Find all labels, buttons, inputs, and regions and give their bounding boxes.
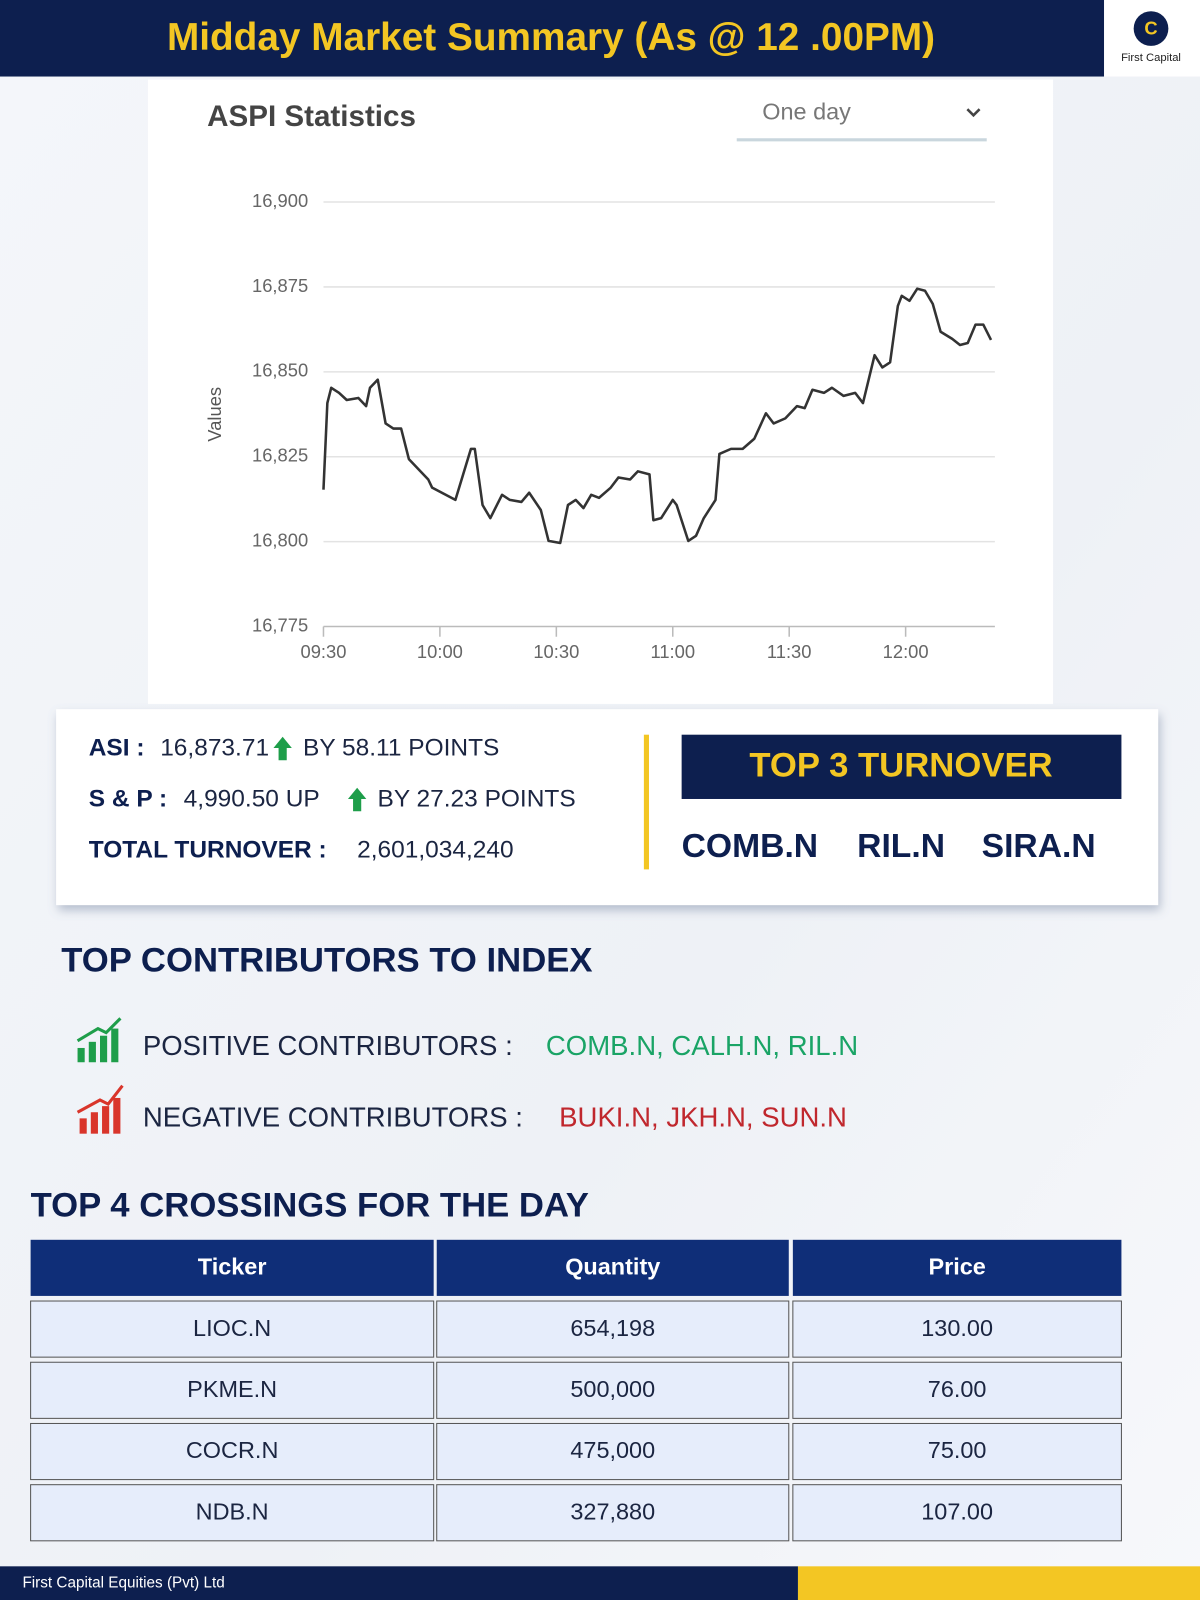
table-cell	[30, 1484, 435, 1542]
footer-accent	[797, 1566, 1200, 1600]
cell-text: NDB.N	[196, 1498, 269, 1524]
up-arrow	[273, 736, 292, 761]
sp-label: S & P :	[89, 785, 167, 812]
price-line	[322, 287, 993, 545]
positive-icon	[76, 1017, 122, 1063]
turnover-title-box	[681, 734, 1122, 799]
turnover-value: 2,601,034,240	[357, 836, 513, 863]
asi-value: 16,873.71	[160, 734, 269, 761]
contributors-title: TOP CONTRIBUTORS TO INDEX	[61, 941, 592, 979]
positive-names: COMB.N, CALH.N, RIL.N	[546, 1030, 858, 1061]
table-cell	[792, 1300, 1122, 1358]
negative-label: NEGATIVE CONTRIBUTORS :	[143, 1102, 523, 1133]
cell-text: 475,000	[570, 1437, 655, 1463]
turnover-label: TOTAL TURNOVER :	[89, 836, 327, 863]
cell-text: COCR.N	[186, 1437, 279, 1463]
positive-label: POSITIVE CONTRIBUTORS :	[143, 1030, 513, 1061]
column-header: Price	[928, 1254, 985, 1280]
dropdown-chevron[interactable]	[966, 108, 981, 118]
header-bar	[0, 0, 1105, 77]
cell-text: 107.00	[921, 1498, 993, 1524]
cell-text: 130.00	[921, 1315, 993, 1341]
sp-value: 4,990.50 UP	[184, 785, 320, 812]
turnover-title: TOP 3 TURNOVER	[749, 747, 1052, 785]
turnover-ticker: RIL.N	[857, 828, 945, 865]
turnover-ticker: SIRA.N	[982, 828, 1096, 865]
x-tick-label: 09:30	[300, 641, 346, 662]
x-tick-label: 10:30	[533, 641, 579, 662]
footer-bar	[0, 1566, 798, 1600]
y-tick-label: 16,875	[252, 275, 308, 296]
negative-names: BUKI.N, JKH.N, SUN.N	[559, 1102, 847, 1133]
period-dropdown[interactable]: One day	[762, 98, 851, 124]
y-tick-label: 16,850	[252, 360, 308, 381]
logo-text: First Capital	[1121, 52, 1181, 64]
table-cell	[30, 1422, 435, 1481]
up-arrow	[347, 787, 367, 812]
x-tick-label: 10:00	[417, 641, 463, 662]
table-cell	[792, 1484, 1122, 1542]
divider	[643, 734, 649, 870]
table-cell	[436, 1484, 790, 1542]
cell-text: 654,198	[570, 1315, 655, 1341]
y-tick-label: 16,900	[252, 190, 308, 211]
column-header: Quantity	[565, 1254, 660, 1280]
column-header: Ticker	[198, 1254, 267, 1280]
asi-label: ASI :	[89, 734, 145, 761]
cell-text: 327,880	[570, 1498, 655, 1524]
y-axis-label: Values	[204, 387, 225, 442]
table-cell	[792, 1422, 1122, 1481]
header-cell	[792, 1239, 1122, 1296]
table-cell	[436, 1300, 790, 1358]
cell-text: 500,000	[570, 1376, 655, 1402]
negative-icon	[76, 1084, 124, 1134]
x-tick-label: 12:00	[883, 641, 929, 662]
logo-icon	[1133, 11, 1169, 46]
table-cell	[792, 1361, 1122, 1419]
table-cell	[30, 1361, 435, 1419]
footer-text: First Capital Equities (Pvt) Ltd	[22, 1575, 224, 1592]
cell-text: 76.00	[928, 1376, 987, 1402]
header-title: Midday Market Summary (As @ 12 .00PM)	[167, 16, 935, 59]
chart-card	[147, 79, 1054, 705]
cell-text: PKME.N	[187, 1376, 277, 1402]
crossings-table: Ticker Quantity Price LIOC.N 654,198 130.00 PK…	[30, 1239, 1122, 1542]
header-cell	[30, 1239, 434, 1296]
asi-change: BY 58.11 POINTS	[303, 734, 499, 761]
cell-text: LIOC.N	[193, 1315, 271, 1341]
y-tick-label: 16,800	[252, 529, 308, 550]
chart-title: ASPI Statistics	[207, 100, 416, 133]
y-tick-label: 16,775	[252, 614, 308, 635]
sp-change: BY 27.23 POINTS	[378, 785, 576, 812]
table-cell	[436, 1422, 790, 1481]
logo-mark: C	[1144, 17, 1157, 38]
header-cell	[436, 1239, 789, 1296]
x-tick-label: 11:30	[767, 641, 812, 662]
table-cell	[436, 1361, 790, 1419]
x-tick-label: 11:00	[650, 641, 695, 662]
turnover-ticker: COMB.N	[682, 828, 818, 865]
chart-plot: 16,775 16,800 16,825 16,850 16,875 16,900 09:3…	[252, 190, 995, 662]
crossings-title: TOP 4 CROSSINGS FOR THE DAY	[31, 1186, 589, 1224]
table-cell	[30, 1300, 435, 1358]
cell-text: 75.00	[928, 1437, 987, 1463]
y-tick-label: 16,825	[252, 445, 308, 466]
